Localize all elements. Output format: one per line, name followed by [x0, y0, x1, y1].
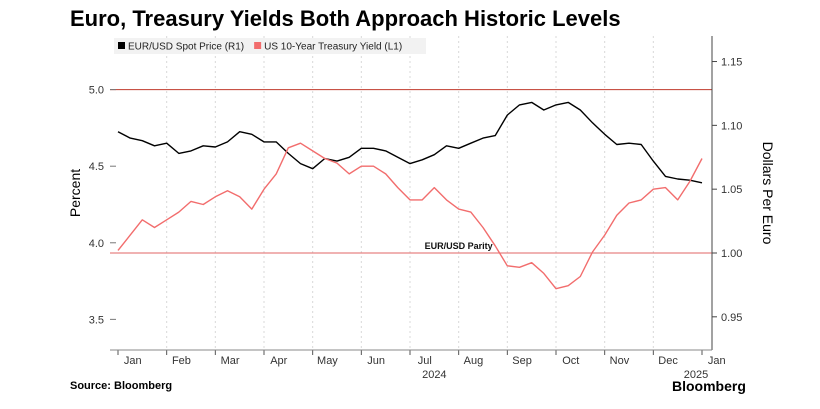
x-tick-label: Apr [270, 355, 287, 367]
legend-swatch [118, 42, 125, 49]
reference-lines: EUR/USD Parity [110, 89, 712, 254]
grid-lines [166, 36, 654, 350]
y-right-tick-label: 1.10 [721, 120, 742, 132]
x-year-label: 2024 [422, 369, 446, 381]
annotation-parity-label: EUR/USD Parity [425, 241, 493, 251]
legend-entry: US 10-Year Treasury Yield (L1) [264, 42, 402, 53]
y-right-axis-label: Dollars Per Euro [760, 142, 776, 245]
y-right-tick-label: 1.15 [721, 57, 742, 69]
series-line-ust10y [117, 142, 703, 290]
x-tick-label: Oct [562, 355, 579, 367]
x-tick-label: Jan [124, 355, 142, 367]
series-lines [117, 101, 703, 290]
x-tick-label: Feb [172, 355, 191, 367]
legend-swatch [254, 42, 262, 49]
x-year-label: 2025 [684, 369, 708, 381]
brand-logo: Bloomberg [672, 378, 746, 394]
y-right-tick-label: 1.05 [721, 184, 742, 196]
x-tick-label: May [317, 355, 338, 367]
x-tick-label: Aug [464, 355, 484, 367]
x-tick-label: Mar [221, 355, 240, 367]
source-note: Source: Bloomberg [70, 380, 173, 392]
x-tick-label: Dec [658, 355, 678, 367]
y-left-tick-label: 3.5 [89, 314, 104, 326]
x-tick-label: Jan [708, 355, 726, 367]
brand-name: Bloomberg [672, 378, 746, 394]
legend-box [114, 38, 426, 54]
y-left-tick-label: 5.0 [89, 85, 104, 97]
legend-entry: EUR/USD Spot Price (R1) [128, 42, 244, 53]
y-right-tick-label: 0.95 [721, 312, 742, 324]
legend: EUR/USD Spot Price (R1) US 10-Year Treasu… [114, 38, 426, 54]
axes: Jan Feb Mar Apr May Jun Jul Aug Sep Oct Nov Dec Jan2… [67, 36, 776, 381]
x-tick-label: Sep [512, 355, 532, 367]
chart-title: Euro, Treasury Yields Both Approach Hist… [70, 6, 621, 31]
y-left-tick-label: 4.0 [89, 238, 104, 250]
y-left-axis-label: Percent [67, 169, 83, 217]
x-tick-label: Nov [610, 355, 630, 367]
y-left-tick-label: 4.5 [89, 161, 104, 173]
series-line-eurusd [117, 101, 703, 184]
x-tick-label: Jul [418, 355, 432, 367]
y-right-tick-label: 1.00 [721, 248, 742, 260]
x-tick-label: Jun [367, 355, 385, 367]
